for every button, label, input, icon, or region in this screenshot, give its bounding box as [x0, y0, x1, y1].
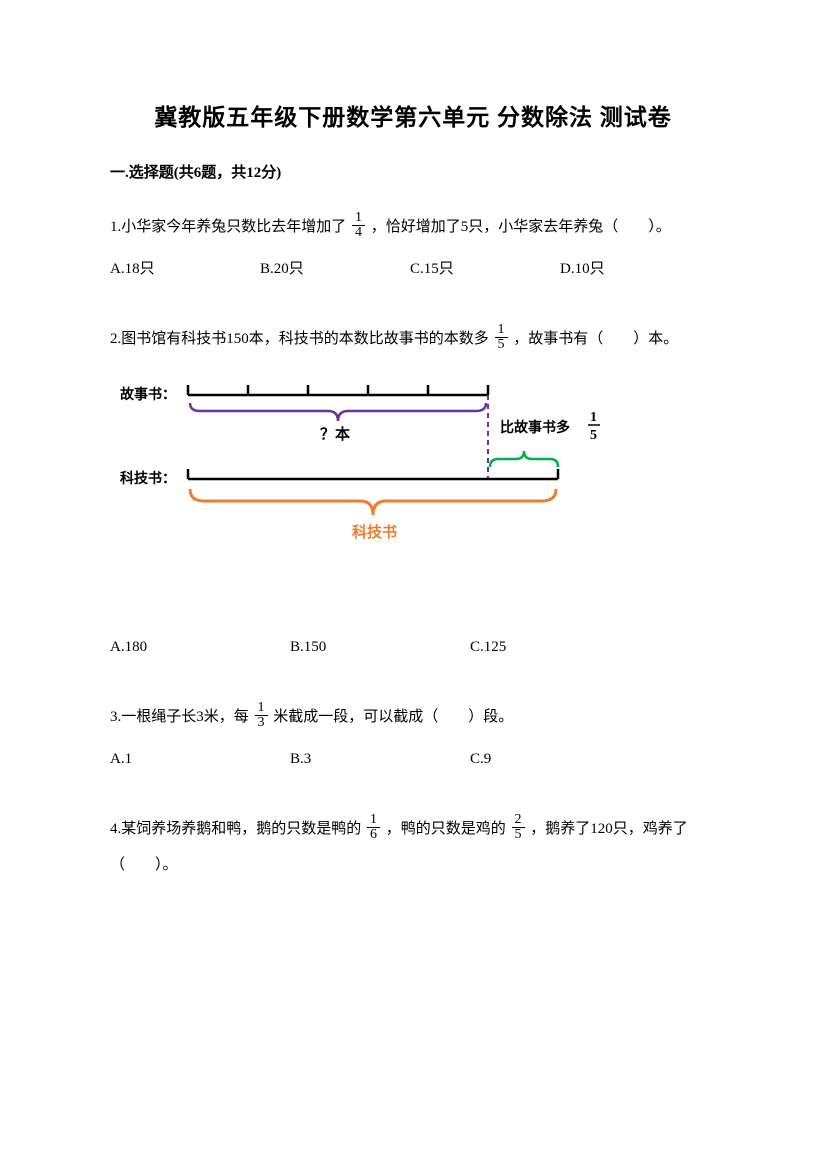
q2-text-mid: ，故事书有（ ）本。 — [513, 331, 678, 347]
q4-fraction-2: 2 5 — [512, 813, 525, 842]
q1-options: A.18只 B.20只 C.15只 D.10只 — [110, 257, 716, 281]
question-4: 4.某饲养场养鹅和鸭，鹅的只数是鸭的 1 6 ，鸭的只数是鸡的 2 5 ，鹅养了… — [110, 811, 716, 883]
q1-opt-c: C.15只 — [410, 257, 560, 281]
q3-options: A.1 B.3 C.9 — [110, 747, 716, 771]
green-brace — [490, 451, 558, 467]
more-than-label: 比故事书多 — [500, 419, 570, 436]
q2-diagram: 故事书： ？本 比故事书多 1 5 科技书： — [110, 377, 716, 605]
question-2: 2.图书馆有科技书150本，科技书的本数比故事书的本数多 1 5 ，故事书有（ … — [110, 321, 716, 659]
q3-opt-b: B.3 — [290, 747, 470, 771]
q3-text-mid: 米截成一段，可以截成（ ）段。 — [273, 709, 513, 725]
q1-opt-d: D.10只 — [560, 257, 710, 281]
q1-fraction: 1 4 — [352, 211, 365, 240]
section-header: 一.选择题(共6题，共12分) — [110, 161, 716, 185]
q3-fraction: 1 3 — [255, 701, 268, 730]
story-label: 故事书： — [120, 386, 176, 403]
q1-text-pre: 1.小华家今年养兔只数比去年增加了 — [110, 219, 346, 235]
q3-opt-a: A.1 — [110, 747, 290, 771]
more-frac-den: 5 — [590, 428, 597, 443]
page-title: 冀教版五年级下册数学第六单元 分数除法 测试卷 — [110, 100, 716, 137]
q2-opt-a: A.180 — [110, 635, 290, 659]
tech-brace-label: 科技书 — [352, 523, 397, 541]
q1-text-mid: ，恰好增加了5只，小华家去年养兔（ ）。 — [371, 219, 671, 235]
question-3: 3.一根绳子长3米，每 1 3 米截成一段，可以截成（ ）段。 A.1 B.3 … — [110, 699, 716, 771]
q4-fraction-1: 1 6 — [367, 813, 380, 842]
q2-opt-c: C.125 — [470, 635, 650, 659]
question-1: 1.小华家今年养兔只数比去年增加了 1 4 ，恰好增加了5只，小华家去年养兔（ … — [110, 209, 716, 281]
q2-fraction: 1 5 — [495, 323, 508, 352]
q3-opt-c: C.9 — [470, 747, 650, 771]
q2-opt-b: B.150 — [290, 635, 470, 659]
q3-text-pre: 3.一根绳子长3米，每 — [110, 709, 249, 725]
tech-label: 科技书： — [120, 470, 176, 487]
question-mark-label: ？本 — [320, 425, 350, 443]
q1-opt-a: A.18只 — [110, 257, 260, 281]
q2-options: A.180 B.150 C.125 — [110, 635, 716, 659]
bar-diagram-svg: 故事书： ？本 比故事书多 1 5 科技书： — [110, 377, 670, 597]
q4-text-pre: 4.某饲养场养鹅和鸭，鹅的只数是鸭的 — [110, 821, 361, 837]
q1-opt-b: B.20只 — [260, 257, 410, 281]
more-frac-num: 1 — [590, 410, 597, 425]
q4-text-mid1: ，鸭的只数是鸡的 — [386, 821, 506, 837]
q2-text-pre: 2.图书馆有科技书150本，科技书的本数比故事书的本数多 — [110, 331, 489, 347]
story-brace — [190, 403, 486, 421]
tech-brace — [190, 489, 556, 515]
